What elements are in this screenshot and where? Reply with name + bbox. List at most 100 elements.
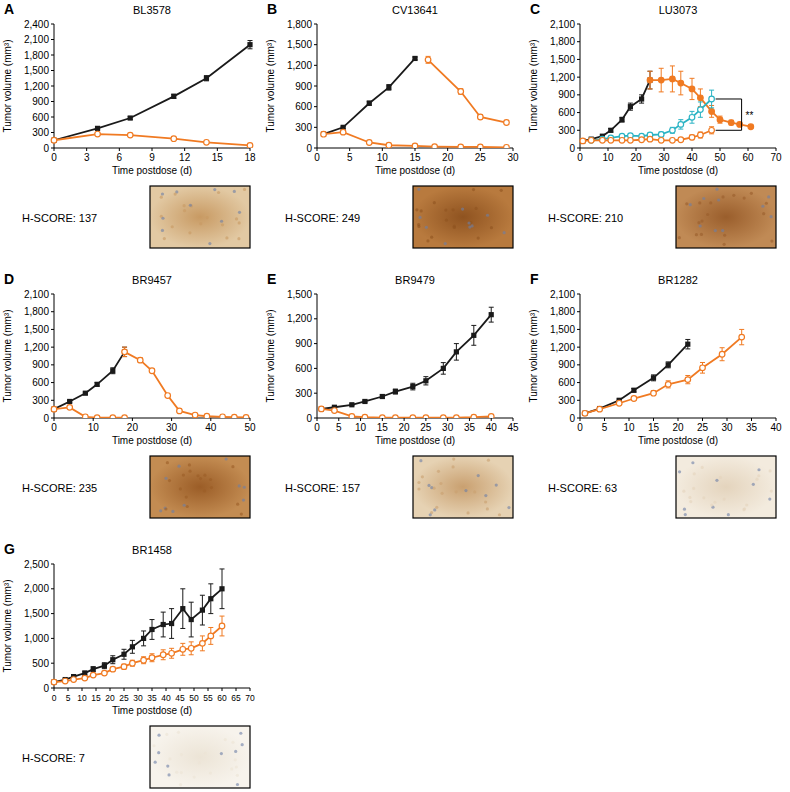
ihc-texture [243,486,246,489]
x-tick-label: 20 [399,422,411,433]
series-line [650,79,751,127]
ihc-texture [239,732,242,735]
marker [728,120,734,126]
ihc-texture [697,221,700,224]
ihc-texture [432,487,435,490]
ihc-texture [154,761,157,764]
error-bar [608,129,613,133]
y-tick-label: 2,100 [24,34,49,45]
ihc-texture [723,497,726,500]
x-tick [636,148,637,151]
y-tick [577,130,580,131]
y-tick-label: 1,800 [550,36,575,47]
x-tick [692,148,693,151]
ihc-texture [678,236,681,239]
x-tick-label: 0 [51,422,57,433]
ihc-texture [755,478,758,481]
ihc-texture [209,478,212,481]
x-tick [180,688,181,691]
ihc-texture [500,189,503,192]
marker [471,333,476,338]
x-tick-label: 20 [127,422,139,433]
ihc-texture [210,486,213,489]
x-tick-label: 15 [648,422,660,433]
ihc-texture [186,505,189,508]
error-bar [700,362,705,373]
ihc-texture [445,219,448,222]
error-bar [204,76,209,81]
series-line [591,99,711,140]
ihc-texture [160,196,163,199]
y-tick-label: 1,500 [24,324,49,335]
y-tick-label: 0 [43,413,49,424]
ihc-texture [236,503,239,506]
y-tick-label: 1,200 [287,60,312,71]
ihc-texture [217,191,220,194]
error-bar [628,103,633,110]
y-tick-label: 600 [558,377,575,388]
marker [247,143,253,148]
ihc-texture [467,221,470,224]
error-bar [95,383,100,387]
x-tick [629,418,630,421]
ihc-texture [208,242,211,245]
error-bar [651,375,656,381]
x-tick [250,418,251,421]
h-score: H-SCORE: 249 [285,212,360,224]
error-bar [678,120,683,129]
x-tick [110,688,111,691]
error-bar [698,102,703,117]
marker [454,349,459,354]
y-tick-label: 2,400 [24,19,49,30]
y-tick-label: 600 [558,107,575,118]
marker [608,138,614,144]
ihc-texture [444,242,447,245]
y-tick-label: 1,800 [24,306,49,317]
marker [169,650,175,656]
x-tick-label: 12 [179,152,191,163]
ihc-texture [700,220,703,223]
x-tick [166,688,167,691]
ihc-texture [700,233,703,236]
series-line [125,352,247,418]
x-tick-label: 65 [231,693,241,703]
h-score: H-SCORE: 157 [285,482,360,494]
ihc-texture [452,208,455,211]
y-tick [51,294,54,295]
error-bar [130,640,135,653]
ihc-texture [179,783,182,786]
ihc-texture [234,758,237,761]
ihc-texture [163,237,166,240]
x-tick-label: 40 [770,422,782,433]
marker [169,621,174,626]
ihc-texture [762,212,765,215]
ihc-texture [240,512,243,515]
marker [121,652,126,657]
ihc-texture [161,229,164,232]
marker [247,42,252,47]
ihc-texture [695,233,698,236]
ihc-texture [484,500,487,503]
x-tick-label: 30 [721,422,733,433]
x-tick-label: 5 [336,422,342,433]
x-tick [208,688,209,691]
ihc-texture [231,741,234,744]
marker [137,357,143,363]
marker [685,377,691,383]
x-tick-label: 45 [507,422,519,433]
plot-area [321,56,510,148]
marker [488,414,494,418]
error-bar [678,71,683,95]
marker [651,375,656,380]
ihc-texture [477,237,480,240]
y-tick [577,329,580,330]
x-tick [720,148,721,151]
x-tick-label: 0 [577,422,583,433]
ihc-texture [495,484,498,487]
ihc-texture [745,503,748,506]
h-score: H-SCORE: 7 [22,752,85,764]
error-bar [386,85,391,91]
marker [122,349,127,354]
marker [386,85,391,90]
marker [588,138,594,144]
